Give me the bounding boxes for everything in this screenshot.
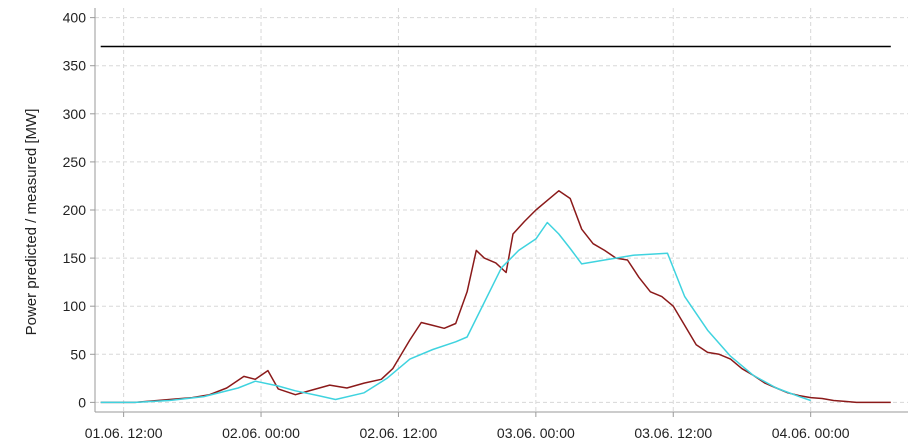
axes <box>90 8 908 417</box>
y-tick-label: 300 <box>63 106 87 122</box>
x-tick-label: 01.06. 12:00 <box>85 425 163 441</box>
measured-power-line <box>100 190 891 404</box>
y-tick-label: 0 <box>78 394 86 410</box>
x-tick-label: 02.06. 00:00 <box>222 425 300 441</box>
x-tick-label: 03.06. 00:00 <box>497 425 575 441</box>
x-tick-label: 03.06. 12:00 <box>634 425 712 441</box>
y-tick-label: 50 <box>70 346 86 362</box>
y-tick-label: 400 <box>63 10 87 26</box>
y-tick-label: 150 <box>63 250 87 266</box>
tick-labels: 0 50 100 150 200 250 300 350 400 01.06. 12:00 02.0… <box>63 10 850 441</box>
y-tick-label: 350 <box>63 58 87 74</box>
x-tick-label: 02.06. 12:00 <box>360 425 438 441</box>
grid <box>95 8 908 412</box>
x-tick-label: 04.06. 00:00 <box>772 425 850 441</box>
y-tick-label: 100 <box>63 298 87 314</box>
y-tick-label: 200 <box>63 202 87 218</box>
predicted-power-line <box>100 221 811 404</box>
series-lines <box>100 45 891 404</box>
y-tick-label: 250 <box>63 154 87 170</box>
y-axis-title: Power predicted / measured [MW] <box>23 109 40 336</box>
